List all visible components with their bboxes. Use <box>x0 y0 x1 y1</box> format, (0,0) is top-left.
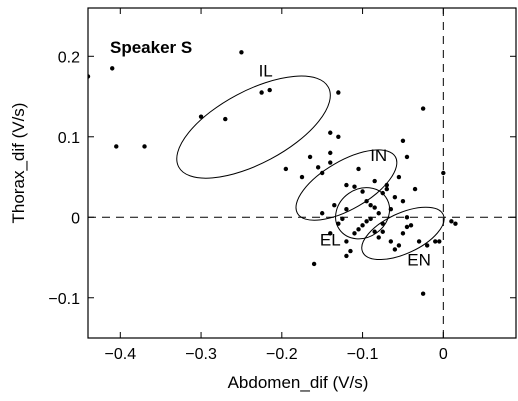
data-point <box>239 50 244 55</box>
y-tick-label: 0.2 <box>58 49 80 66</box>
data-point <box>198 114 204 119</box>
data-point <box>364 219 369 224</box>
data-point <box>340 216 345 222</box>
data-point <box>356 166 361 172</box>
data-point <box>344 182 349 188</box>
data-point <box>408 223 414 228</box>
x-axis: −0.4 −0.3 −0.2 −0.1 0 <box>105 8 448 363</box>
x-tick-label: 0 <box>439 346 448 363</box>
data-point <box>336 134 341 139</box>
data-point <box>368 216 373 222</box>
data-point <box>328 150 333 156</box>
annotation-il: IL <box>259 61 273 80</box>
data-point <box>259 90 264 95</box>
data-point <box>437 239 442 244</box>
data-point <box>404 224 410 230</box>
data-point <box>420 106 426 111</box>
data-point <box>352 184 357 189</box>
data-point <box>453 221 458 226</box>
data-point <box>348 248 353 254</box>
chart-title: Speaker S <box>110 38 192 57</box>
data-point <box>223 116 228 122</box>
data-point <box>380 190 385 196</box>
data-point <box>283 166 289 172</box>
data-point <box>404 215 410 220</box>
data-point <box>311 261 317 267</box>
data-point <box>420 291 426 296</box>
ellipse-il <box>176 75 331 179</box>
data-point <box>384 182 389 188</box>
data-point <box>328 231 333 236</box>
x-tick-label: −0.4 <box>105 346 137 363</box>
data-point <box>380 221 385 226</box>
x-axis-label: Abdomen_dif (V/s) <box>228 373 369 392</box>
x-tick-label: −0.3 <box>185 346 217 363</box>
data-point <box>299 174 305 180</box>
data-point <box>344 207 349 212</box>
data-point <box>376 235 381 240</box>
data-point <box>388 207 394 212</box>
data-point <box>396 243 402 248</box>
data-point <box>319 211 325 216</box>
y-tick-label: −0.1 <box>48 291 80 308</box>
data-point <box>336 221 341 226</box>
data-point <box>352 231 357 236</box>
data-point <box>328 160 333 165</box>
ellipse-in <box>295 149 398 221</box>
plot-frame <box>87 7 517 339</box>
x-tick-label: −0.2 <box>266 346 298 363</box>
data-point <box>384 186 389 192</box>
data-point <box>400 198 406 204</box>
x-tick-label: −0.1 <box>347 346 379 363</box>
data-point <box>368 202 373 208</box>
ellipse-en <box>361 206 445 261</box>
data-point <box>380 229 385 234</box>
data-point <box>328 130 333 135</box>
data-point <box>424 243 430 248</box>
data-point <box>110 66 115 71</box>
chart-marks <box>88 8 516 338</box>
data-point <box>372 205 377 210</box>
data-point <box>433 239 438 244</box>
data-point <box>388 239 394 244</box>
y-tick-label: 0.1 <box>58 130 80 147</box>
data-point <box>356 227 361 232</box>
data-point <box>142 144 147 149</box>
data-point <box>372 229 377 234</box>
data-point <box>360 223 365 228</box>
data-point <box>404 154 410 160</box>
data-point <box>315 165 321 170</box>
data-point <box>319 170 325 176</box>
data-point <box>396 174 402 180</box>
data-point <box>336 90 341 95</box>
data-point <box>400 138 406 144</box>
data-point <box>344 253 349 259</box>
annotation-el: EL <box>320 230 341 249</box>
data-point <box>376 211 381 216</box>
data-point <box>344 239 349 244</box>
data-point <box>416 239 422 244</box>
data-point <box>412 186 418 192</box>
annotation-en: EN <box>407 251 431 270</box>
y-tick-label: 0 <box>71 210 80 227</box>
annotation-in: IN <box>370 146 387 165</box>
data-point <box>267 87 272 93</box>
data-point <box>392 247 398 252</box>
data-point <box>372 178 377 184</box>
data-point <box>307 154 313 160</box>
y-axis: −0.1 0 0.1 0.2 <box>48 49 516 308</box>
data-point <box>449 219 454 224</box>
data-point <box>364 198 369 204</box>
y-axis-label: Thorax_dif (V/s) <box>9 103 28 224</box>
data-point <box>114 144 119 149</box>
data-point <box>332 202 337 208</box>
data-point <box>392 194 398 200</box>
data-point <box>360 189 365 194</box>
data-point <box>441 170 446 176</box>
data-point <box>400 231 406 236</box>
